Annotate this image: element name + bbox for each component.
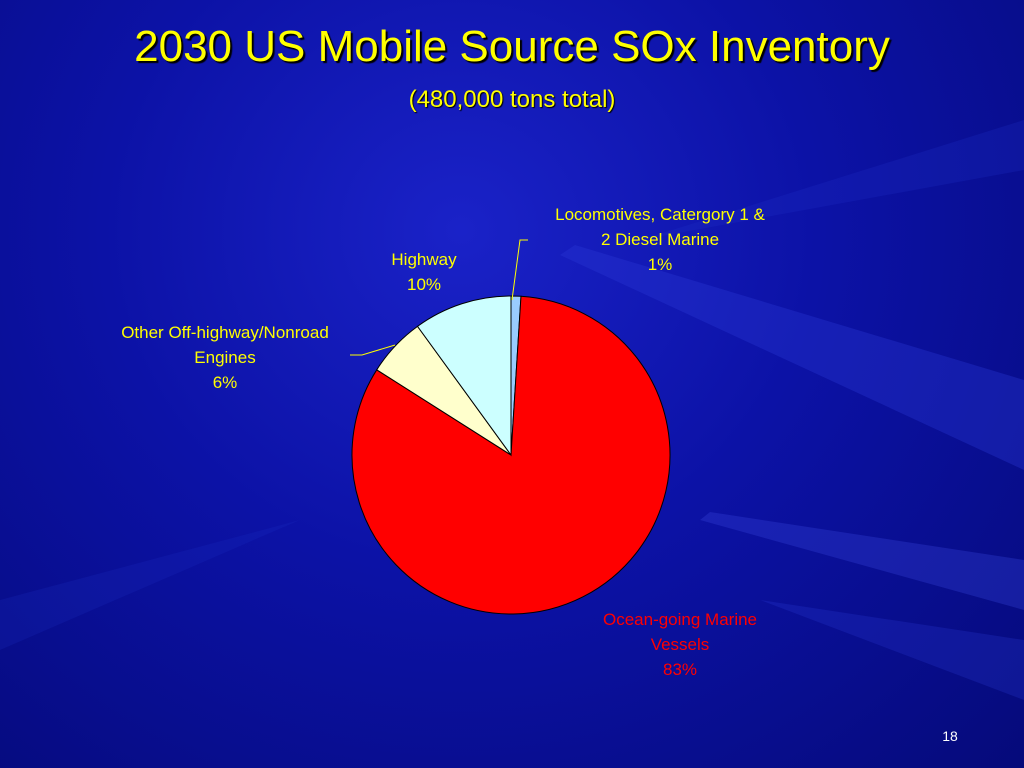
- slice-label-locomotives: Locomotives, Catergory 1 & 2 Diesel Mari…: [520, 202, 800, 277]
- slice-label-line: Highway: [391, 250, 457, 269]
- slide-subtitle: (480,000 tons total): [408, 86, 616, 113]
- slice-label-line: 2 Diesel Marine: [600, 230, 720, 249]
- leader-line-locomotives: [511, 239, 528, 301]
- slice-percent: 83%: [662, 660, 698, 679]
- leader-lines: [350, 239, 528, 356]
- page-number: 18: [942, 728, 958, 744]
- pie-slice-highway: [416, 295, 512, 457]
- slide-title: 2030 US Mobile Source SOx Inventory: [134, 22, 890, 71]
- slice-percent: 6%: [212, 373, 238, 392]
- slice-label-line: Engines: [194, 348, 256, 367]
- slice-label-other-off-highway: Other Off-highway/Nonroad Engines 6%: [95, 320, 355, 395]
- slice-label-line: Locomotives, Catergory 1 &: [555, 205, 765, 224]
- slice-percent: 10%: [406, 275, 442, 294]
- slice-label-highway: Highway 10%: [364, 247, 484, 297]
- leader-line-other-off-highway: [350, 344, 396, 356]
- slice-label-line: Vessels: [650, 635, 710, 654]
- slice-label-line: Ocean-going Marine: [602, 610, 758, 629]
- pie-slices: [351, 295, 671, 615]
- slice-percent: 1%: [647, 255, 673, 274]
- slice-label-ocean-going-marine: Ocean-going Marine Vessels 83%: [560, 607, 800, 682]
- slice-label-line: Other Off-highway/Nonroad: [121, 323, 329, 342]
